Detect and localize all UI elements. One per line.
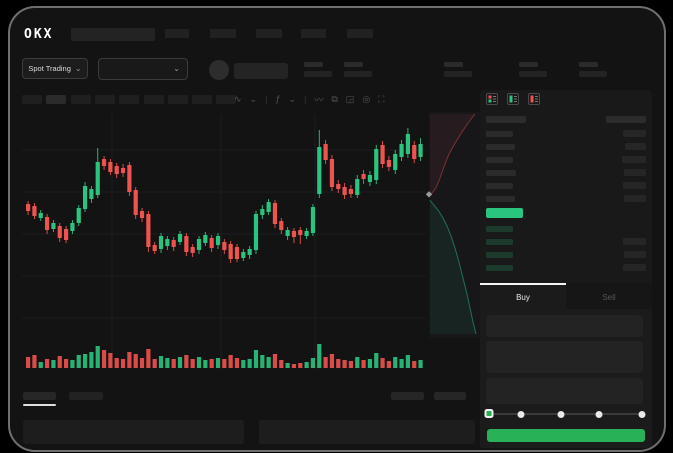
camera-icon[interactable]: ◲ xyxy=(345,93,355,104)
slider-handle[interactable] xyxy=(484,409,494,418)
ticker-stat xyxy=(519,62,547,77)
buy-submit-button[interactable] xyxy=(487,429,645,442)
bid-row[interactable] xyxy=(486,248,646,261)
okx-logo[interactable]: OKX xyxy=(24,27,54,42)
order-side-tabs: Buy Sell xyxy=(480,283,652,309)
timeframe-button[interactable] xyxy=(70,95,91,104)
ask-row[interactable] xyxy=(486,127,646,140)
chevron-down-icon: ⌄ xyxy=(173,64,180,73)
timeframe-button[interactable] xyxy=(192,95,213,104)
orders-tab[interactable] xyxy=(69,392,103,400)
bid-row[interactable] xyxy=(486,235,646,248)
coin-avatar xyxy=(209,60,229,80)
line-tool-icon[interactable]: 〰 xyxy=(314,94,324,105)
trade-sidebar: Buy Sell xyxy=(480,90,652,448)
bid-row[interactable] xyxy=(486,222,646,235)
ask-row[interactable] xyxy=(486,192,646,205)
market-type-label: Spot Trading xyxy=(28,64,71,73)
chevron-down-icon[interactable]: ⌄ xyxy=(249,93,258,104)
chevron-down-icon[interactable]: ⌄ xyxy=(288,93,296,104)
ask-row[interactable] xyxy=(486,153,646,166)
active-tab-underline xyxy=(23,404,56,406)
orderbook-header xyxy=(486,116,646,123)
nav-item[interactable] xyxy=(210,29,236,38)
compare-icon[interactable]: ⧉ xyxy=(331,93,338,104)
bid-row[interactable] xyxy=(486,261,646,274)
indicators-fx-icon[interactable]: ƒ xyxy=(275,94,281,104)
ticker-stat xyxy=(304,62,332,77)
timeframe-button[interactable] xyxy=(143,95,164,104)
slider-stop[interactable] xyxy=(557,410,565,418)
chart-tools: ∿ ⌄ | ƒ ⌄ | 〰 ⧉ ◲ ◎ ⛶ xyxy=(234,92,384,106)
app-window: OKX Spot Trading ⌄ ⌄ ∿ ⌄ | ƒ ⌄ | 〰 ⧉ ◲ ◎ ⛶ xyxy=(8,6,666,452)
amount-slider[interactable] xyxy=(484,409,646,419)
nav-item[interactable] xyxy=(165,29,189,38)
orders-action-button[interactable] xyxy=(391,392,424,400)
ask-row[interactable] xyxy=(486,166,646,179)
ticker-title-placeholder xyxy=(71,28,155,41)
timeframe-button[interactable] xyxy=(22,95,42,104)
ticker-stat xyxy=(344,62,372,77)
settings-icon[interactable]: ◎ xyxy=(362,93,371,104)
last-price-bar[interactable] xyxy=(486,208,523,218)
slider-stop[interactable] xyxy=(595,410,603,418)
orderbook-asks-only-icon[interactable] xyxy=(528,93,540,105)
orderbook-combined-icon[interactable] xyxy=(486,93,498,105)
pair-name-placeholder xyxy=(234,63,288,79)
divider: | xyxy=(304,94,307,104)
timeframe-button[interactable] xyxy=(167,95,188,104)
nav-item[interactable] xyxy=(256,29,282,38)
orders-tab-active[interactable] xyxy=(23,392,56,400)
open-orders-panel xyxy=(23,420,244,444)
order-type-input[interactable] xyxy=(486,315,643,337)
orderbook-view-toggles xyxy=(486,93,540,105)
timeframe-button[interactable] xyxy=(119,95,140,104)
order-history-panel xyxy=(259,420,475,444)
price-input[interactable] xyxy=(486,341,643,373)
slider-stop[interactable] xyxy=(638,410,646,418)
slider-stop[interactable] xyxy=(517,410,525,418)
ask-row[interactable] xyxy=(486,179,646,192)
fullscreen-icon[interactable]: ⛶ xyxy=(378,93,385,104)
ticker-stat xyxy=(444,62,472,77)
timeframe-button[interactable] xyxy=(216,95,237,104)
nav-item[interactable] xyxy=(347,29,373,38)
ask-row[interactable] xyxy=(486,140,646,153)
timeframe-button[interactable] xyxy=(94,95,115,104)
divider: | xyxy=(265,94,268,104)
timeframe-button[interactable] xyxy=(46,95,67,104)
pair-select-dropdown[interactable]: ⌄ xyxy=(98,58,188,80)
market-type-dropdown[interactable]: Spot Trading ⌄ xyxy=(22,58,88,79)
nav-item[interactable] xyxy=(301,29,326,38)
slider-track[interactable] xyxy=(489,413,642,415)
orders-action-button[interactable] xyxy=(434,392,466,400)
candlestick-chart[interactable] xyxy=(10,8,666,452)
chart-type-icon[interactable]: ∿ xyxy=(234,93,242,104)
tab-sell[interactable]: Sell xyxy=(602,292,616,302)
orderbook-bids-only-icon[interactable] xyxy=(507,93,519,105)
orderbook-bids xyxy=(486,222,646,274)
ticker-stat xyxy=(579,62,607,77)
chevron-down-icon: ⌄ xyxy=(74,63,82,73)
amount-input[interactable] xyxy=(486,378,643,404)
order-form xyxy=(480,309,652,448)
orderbook-asks xyxy=(486,127,646,205)
tab-buy[interactable]: Buy xyxy=(480,283,566,309)
